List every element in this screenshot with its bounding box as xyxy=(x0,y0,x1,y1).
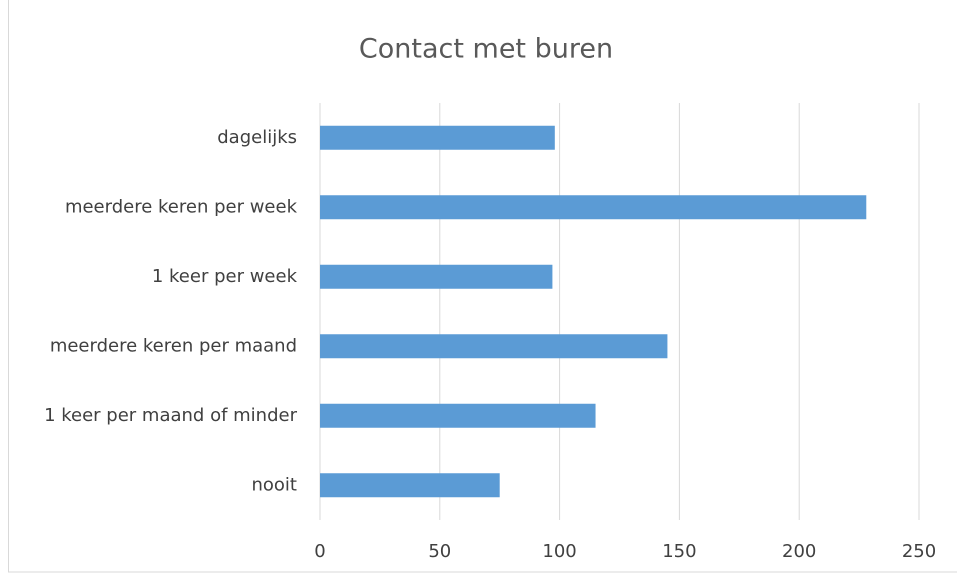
x-tick-label: 250 xyxy=(902,541,936,562)
x-tick-label: 50 xyxy=(428,541,451,562)
bar xyxy=(320,264,553,289)
y-tick-label: meerdere keren per maand xyxy=(50,335,297,356)
chart-frame xyxy=(8,0,957,573)
y-tick-label: meerdere keren per week xyxy=(65,196,298,217)
bar xyxy=(320,334,668,359)
x-tick-label: 100 xyxy=(542,541,576,562)
y-tick-label: 1 keer per maand of minder xyxy=(44,405,298,426)
y-tick-label: 1 keer per week xyxy=(152,266,298,287)
y-tick-label: nooit xyxy=(252,474,298,495)
bar xyxy=(320,195,867,220)
chart-title: Contact met buren xyxy=(359,34,613,65)
y-tick-label: dagelijks xyxy=(217,127,297,148)
bar xyxy=(320,473,500,498)
x-tick-label: 200 xyxy=(782,541,816,562)
bar xyxy=(320,125,555,150)
x-tick-label: 0 xyxy=(314,541,325,562)
bar xyxy=(320,403,596,428)
x-tick-label: 150 xyxy=(662,541,696,562)
